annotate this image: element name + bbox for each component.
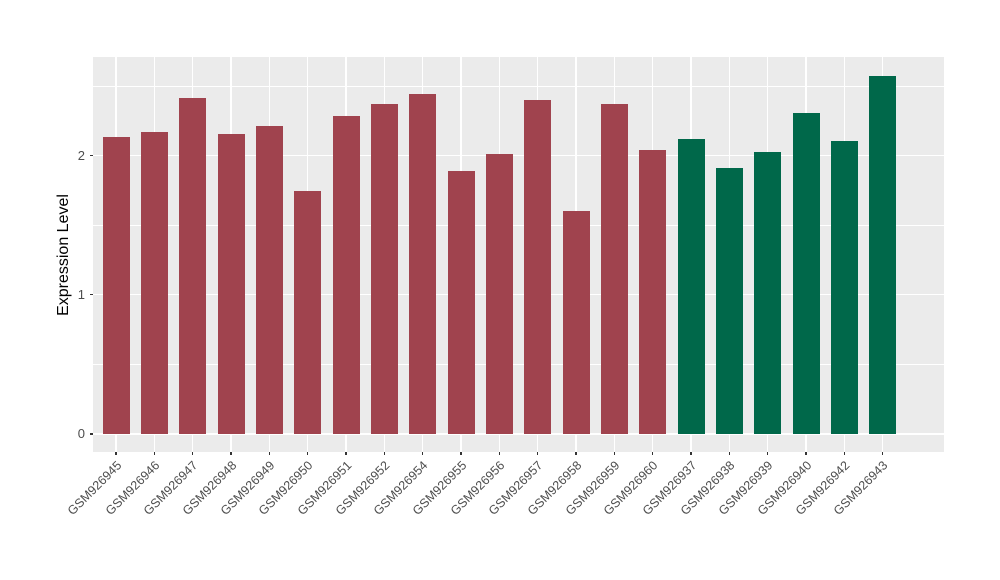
x-tick-mark [728,452,731,455]
x-tick-mark [881,452,884,455]
bar-GSM926954 [409,93,437,434]
x-tick-mark [230,452,232,455]
bar-GSM926948 [217,134,245,434]
x-tick-mark [651,452,654,455]
bar-GSM926950 [294,191,322,434]
plot-panel [93,57,944,452]
gridline-major [93,154,944,156]
bar-GSM926942 [830,141,858,434]
bar-GSM926943 [869,75,897,434]
y-tick-mark [89,293,93,296]
bar-GSM926956 [485,153,513,434]
bar-GSM926939 [754,152,782,434]
bar-GSM926949 [255,126,283,434]
x-tick-mark [805,452,807,455]
x-tick-mark [575,452,577,455]
bar-GSM926951 [332,116,360,434]
y-tick-mark [89,433,93,435]
y-axis-title: Expression Level [55,193,72,316]
gridline-minor [93,224,944,226]
x-tick-mark [766,452,769,455]
y-tick-mark [89,154,93,156]
x-tick-mark [613,452,616,455]
bar-GSM926952 [370,103,398,434]
x-tick-mark [536,452,539,455]
x-tick-mark [345,452,347,455]
x-tick-mark [460,452,462,455]
bar-GSM926960 [639,149,667,434]
bar-GSM926940 [792,113,820,434]
gridline-minor [93,85,944,87]
bar-GSM926958 [562,210,590,434]
x-tick-mark [690,452,692,455]
x-tick-mark [498,452,501,455]
x-tick-mark [268,452,271,455]
bar-GSM926938 [715,167,743,434]
gridline-major [93,433,944,435]
bar-GSM926957 [524,99,552,434]
gridline-major [93,293,944,296]
bar-GSM926955 [447,170,475,434]
x-tick-mark [843,452,846,455]
x-tick-mark [153,452,156,455]
bar-GSM926946 [140,131,168,434]
bar-GSM926937 [677,138,705,434]
x-tick-mark [115,452,117,455]
bar-GSM926947 [179,98,207,434]
y-tick-label: 1 [77,287,85,303]
y-tick-label: 0 [77,426,85,442]
x-tick-mark [421,452,424,455]
bar-GSM926945 [102,137,130,434]
x-tick-mark [306,452,309,455]
x-tick-mark [191,452,194,455]
y-tick-label: 2 [77,147,85,163]
x-tick-mark [383,452,386,455]
gridline-minor [93,364,944,365]
bar-GSM926959 [600,103,628,434]
